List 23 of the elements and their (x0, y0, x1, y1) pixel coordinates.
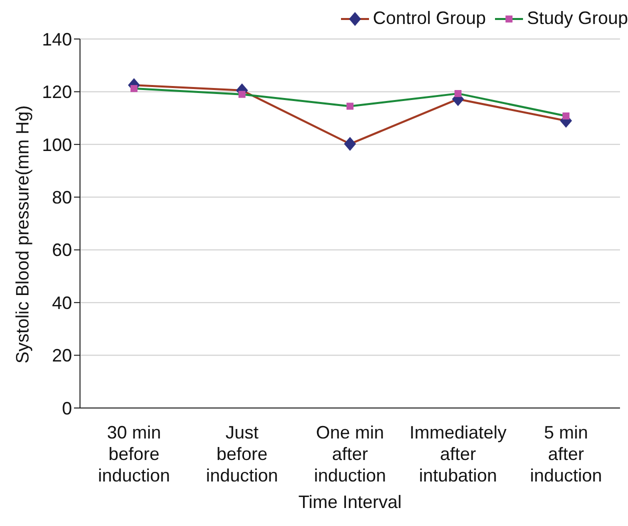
y-tick-label: 140 (42, 29, 72, 50)
x-tick-label: Just before induction (206, 422, 278, 486)
legend-label: Control Group (372, 8, 486, 29)
y-tick-label: 60 (52, 240, 72, 260)
x-tick-label: 30 min before induction (98, 422, 170, 486)
y-axis-title: Systolic Blood pressure(mm Hg) (12, 105, 32, 364)
point (562, 112, 570, 120)
y-tick-label: 120 (42, 82, 72, 102)
point (344, 136, 356, 151)
y-tick-label: 20 (52, 346, 72, 366)
x-axis-title: Time Interval (298, 492, 402, 512)
y-tick-label: 100 (42, 134, 72, 155)
x-tick-label: Immediately after intubation (409, 422, 507, 486)
point (130, 85, 138, 92)
y-tick-label: 40 (52, 292, 72, 313)
legend-label: Study Group (526, 8, 628, 29)
x-tick-label: 5 min after induction (530, 422, 602, 486)
x-tick-label: One min after induction (314, 422, 386, 486)
point (238, 90, 246, 98)
point (454, 90, 462, 98)
point (346, 102, 354, 110)
y-tick-label: 0 (62, 398, 72, 418)
y-tick-label: 80 (52, 188, 72, 208)
